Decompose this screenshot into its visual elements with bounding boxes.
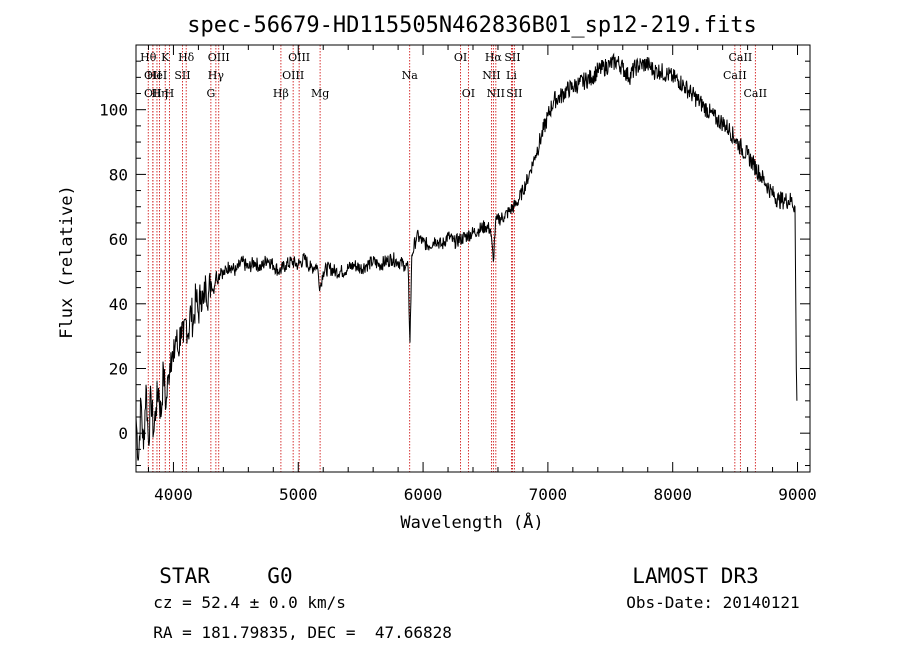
x-tick-label: 8000 [653,485,692,504]
line-label: OI [454,51,467,64]
class-label: STAR [159,564,210,588]
line-label: Hδ [178,51,195,64]
line-label: Li [506,69,517,82]
line-label: SII [174,69,190,82]
line-label: HeI [147,69,167,82]
line-labels: HθOIIOIIHeIHηKHSIIHδGHγOIIIHβOIIIOIIIMgN… [140,51,767,100]
plot-frame [135,44,811,473]
x-tick-label: 6000 [404,485,443,504]
line-label: OI [462,87,475,100]
line-label: SII [504,51,520,64]
x-tick-label: 7000 [529,485,568,504]
line-label: Hα [485,51,503,64]
line-label: G [206,87,215,100]
y-axis: 0 20 40 60 80 100 [99,44,810,467]
y-tick-label: 80 [109,165,128,184]
y-tick-label: 100 [99,101,128,120]
line-markers [147,45,756,472]
x-tick-label: 5000 [279,485,318,504]
line-label: Hβ [273,87,289,100]
line-label: Mg [311,87,329,100]
line-label: K [161,51,170,64]
line-label: CaII [729,51,753,64]
line-label: OII [144,69,162,82]
chart-title: spec-56679-HD115505N462836B01_sp12-219.f… [187,13,757,38]
redshift-value: cz = 52.4 ± 0.0 km/s [153,593,346,612]
line-label: NII [487,87,505,100]
x-tick-label: 9000 [778,485,817,504]
x-tick-label: 4000 [154,485,193,504]
line-label: H [165,87,175,100]
obs-date: Obs-Date: 20140121 [626,593,800,612]
line-label: Na [402,69,419,82]
y-tick-label: 60 [109,230,128,249]
line-label: NII [482,69,500,82]
line-label: CaII [743,87,767,100]
spectrum-series-line [135,52,798,461]
subclass-label: G0 [267,564,293,588]
line-label: SII [506,87,522,100]
survey-name: LAMOST DR3 [632,564,759,588]
line-label: Hθ [140,51,157,64]
object-class: STAR [134,540,210,588]
x-axis-label: Wavelength (Å) [400,511,543,533]
line-label: CaII [723,69,747,82]
line-label: Hγ [208,69,225,82]
x-axis: 4000 5000 6000 7000 8000 9000 [147,45,817,504]
line-label: OII [144,87,162,100]
y-tick-label: 0 [118,424,128,443]
object-subclass: G0 [242,540,293,588]
y-axis-label: Flux (relative) [57,185,77,339]
y-tick-label: 40 [109,295,128,314]
line-label: Hη [151,87,167,100]
line-label: OIII [208,51,230,64]
line-label: OIII [282,69,304,82]
line-label: OIII [288,51,310,64]
y-tick-label: 20 [109,359,128,378]
coordinates: RA = 181.79835, DEC = 47.66828 [153,623,452,642]
